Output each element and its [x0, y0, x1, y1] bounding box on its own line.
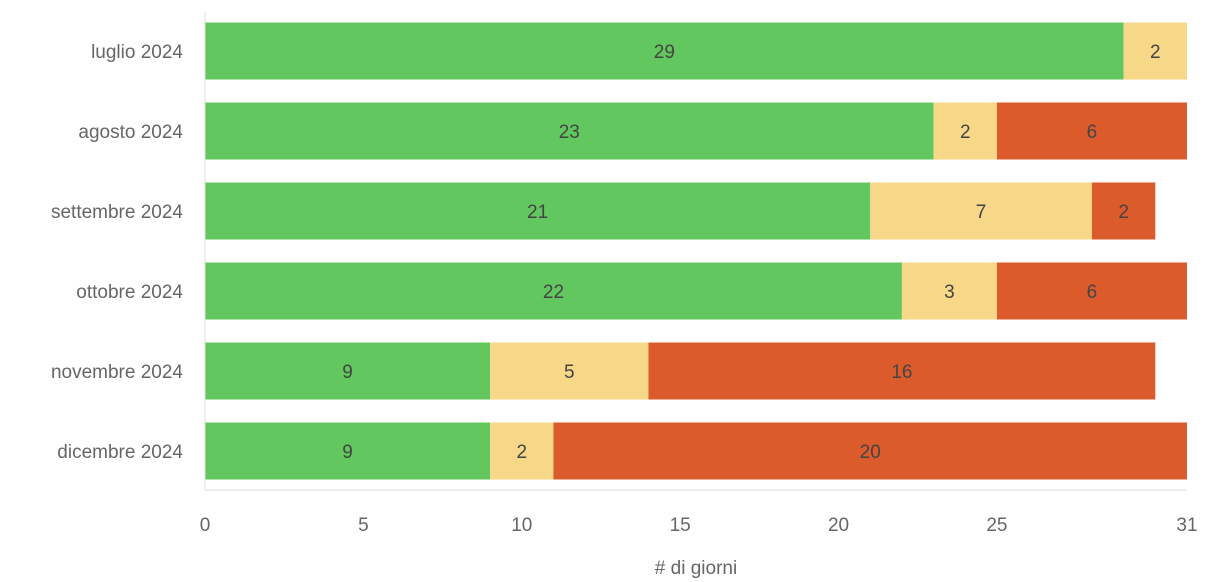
- x-tick-label: 20: [828, 515, 849, 536]
- bar-value-label: 29: [654, 42, 675, 63]
- category-label: novembre 2024: [51, 362, 183, 383]
- bar-segment: [205, 262, 902, 320]
- bar-value-label: 21: [527, 202, 548, 223]
- x-tick-labels: 0 5 10 15 20 25 31: [200, 515, 1198, 536]
- bar-segment: [870, 182, 1092, 240]
- bar-segment: [490, 422, 554, 480]
- bar-value-label: 23: [559, 122, 580, 143]
- bar-segment: [205, 182, 871, 240]
- bar-segment: [553, 422, 1187, 480]
- bar-value-label: 2: [1118, 202, 1129, 223]
- bar-value-label: 20: [860, 442, 881, 463]
- x-tick-label: 25: [986, 515, 1007, 536]
- bar-value-label: 2: [1150, 42, 1161, 63]
- bar-segment: [205, 22, 1124, 80]
- category-label: settembre 2024: [51, 202, 183, 223]
- bar-value-label: 2: [960, 122, 971, 143]
- category-labels: luglio 2024 agosto 2024 settembre 2024 otto…: [51, 42, 183, 463]
- x-tick-label: 10: [511, 515, 532, 536]
- bar-segment: [648, 342, 1156, 400]
- category-label: ottobre 2024: [76, 282, 183, 303]
- x-tick-label: 15: [670, 515, 691, 536]
- bar-value-label: 16: [891, 362, 912, 383]
- bar-segment: [205, 422, 491, 480]
- bar-segment: [933, 102, 997, 160]
- category-label: luglio 2024: [91, 42, 183, 63]
- bar-value-label: 2: [516, 442, 527, 463]
- bar-value-label: 22: [543, 282, 564, 303]
- bar-segment: [1091, 182, 1156, 240]
- bars: [205, 22, 1187, 480]
- category-label: dicembre 2024: [57, 442, 183, 463]
- bar-value-label: 6: [1087, 122, 1098, 143]
- bar-value-label: 9: [342, 442, 353, 463]
- bar-segment: [205, 102, 934, 160]
- bar-segment: [996, 102, 1187, 160]
- x-tick-label: 0: [200, 515, 211, 536]
- bar-value-label: 9: [342, 362, 353, 383]
- bar-value-label: 6: [1087, 282, 1098, 303]
- bar-value-label: 3: [944, 282, 955, 303]
- bar-value-label: 7: [976, 202, 987, 223]
- x-tick-label: 5: [358, 515, 369, 536]
- bar-value-label: 5: [564, 362, 575, 383]
- bar-segment: [205, 342, 491, 400]
- bar-segment: [1123, 22, 1187, 80]
- data-labels: 29 223 2 621 7 222 3 69 5 169 2 20: [342, 42, 1160, 463]
- category-label: agosto 2024: [78, 122, 183, 143]
- x-axis-title: # di giorni: [655, 558, 737, 579]
- x-tick-label: 31: [1176, 515, 1197, 536]
- bar-segment: [490, 342, 649, 400]
- bar-segment: [996, 262, 1187, 320]
- bar-segment: [901, 262, 997, 320]
